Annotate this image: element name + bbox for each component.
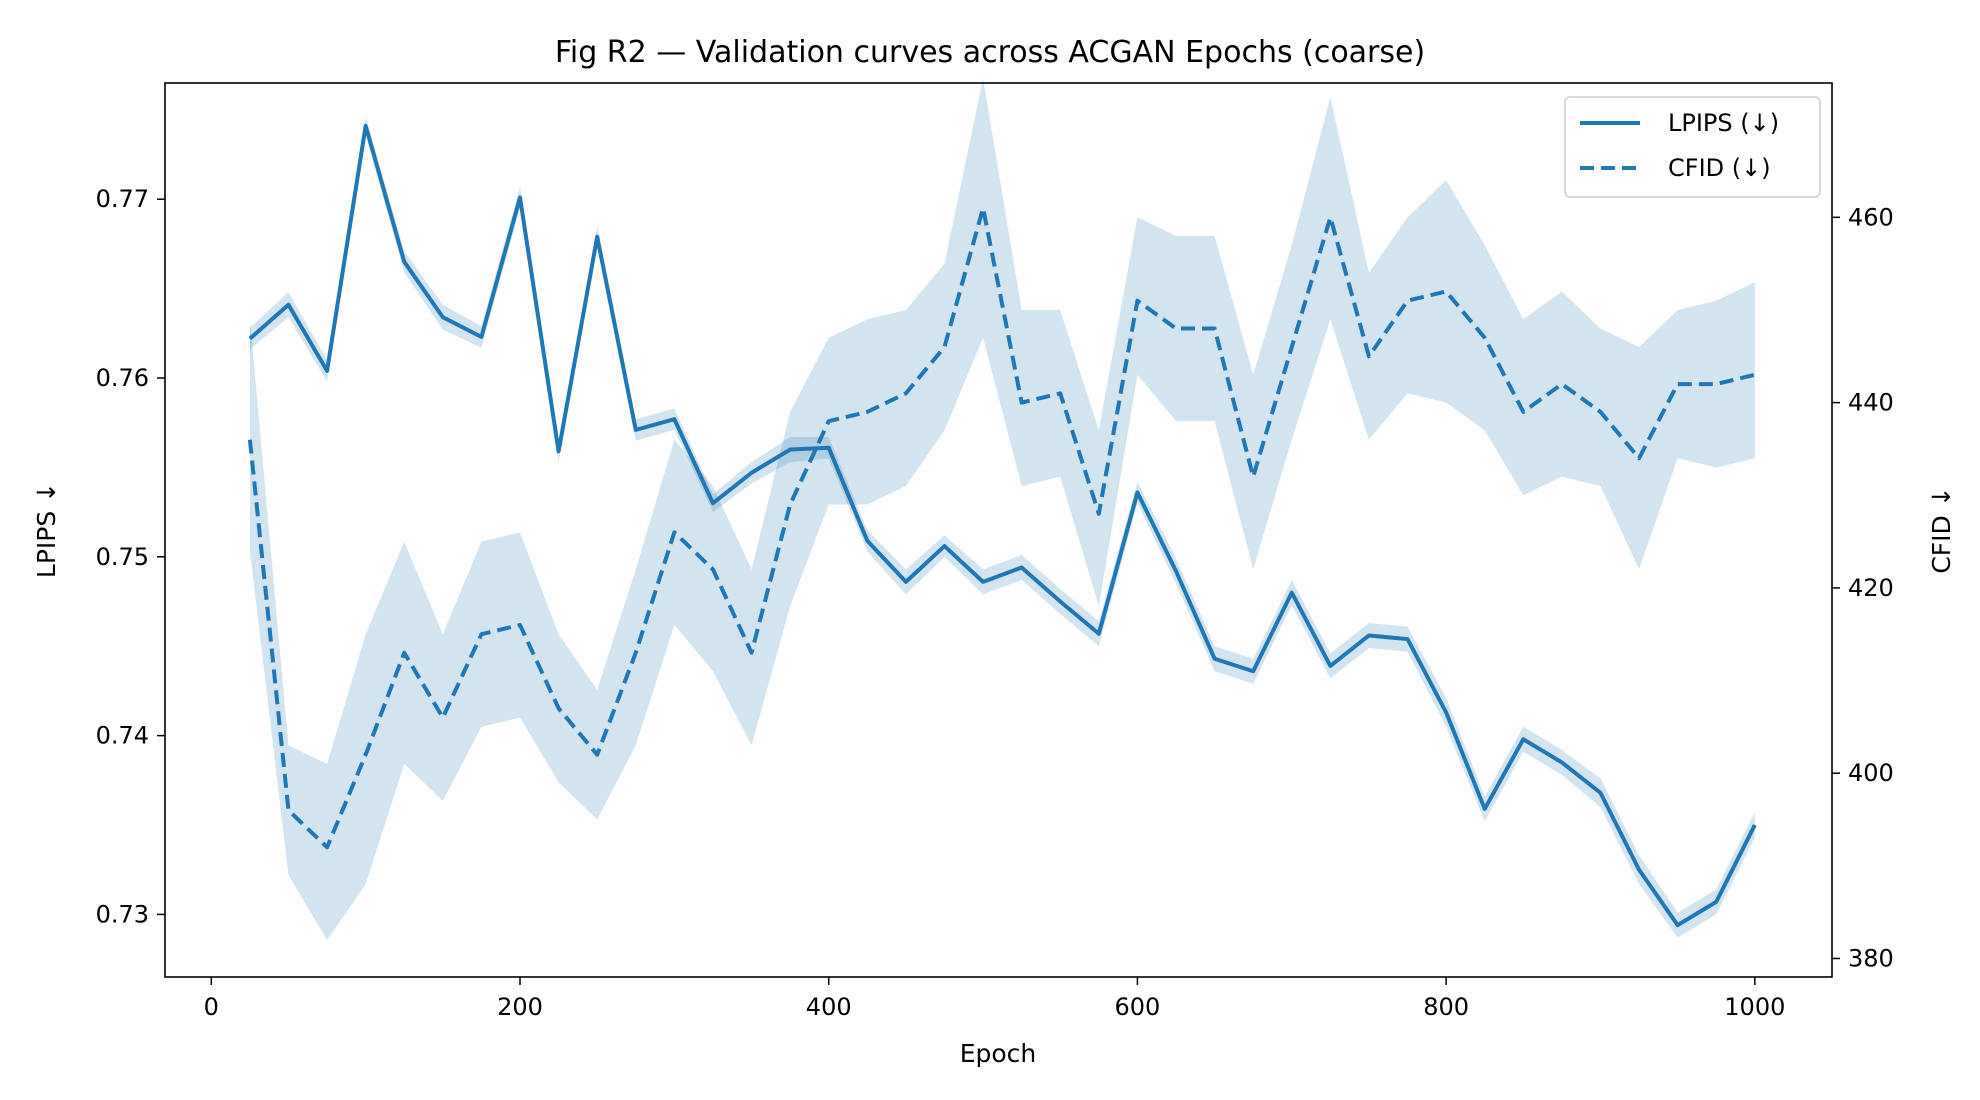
- y-tick-label-left: 0.75: [96, 543, 149, 571]
- y-tick-label-left: 0.74: [96, 722, 149, 750]
- y-axis-right-label: CFID ↓: [1927, 486, 1956, 573]
- chart-title: Fig R2 — Validation curves across ACGAN …: [555, 35, 1425, 70]
- x-axis-label: Epoch: [960, 1039, 1037, 1068]
- legend: LPIPS (↓) CFID (↓): [1565, 97, 1820, 197]
- y-tick-label-left: 0.77: [96, 185, 149, 213]
- y-tick-label-right: 380: [1848, 944, 1894, 972]
- x-tick-label: 200: [497, 993, 543, 1021]
- y-tick-label-left: 0.76: [96, 364, 149, 392]
- x-tick-label: 1000: [1724, 993, 1785, 1021]
- x-tick-label: 0: [204, 993, 219, 1021]
- legend-label-cfid: CFID (↓): [1668, 154, 1771, 182]
- y-tick-label-left: 0.73: [96, 900, 149, 928]
- y-tick-label-right: 400: [1848, 759, 1894, 787]
- x-tick-label: 400: [806, 993, 852, 1021]
- y-tick-label-right: 460: [1848, 203, 1894, 231]
- legend-label-lpips: LPIPS (↓): [1668, 109, 1779, 137]
- x-tick-label: 600: [1115, 993, 1161, 1021]
- y-tick-label-right: 440: [1848, 389, 1894, 417]
- y-axis-left-label: LPIPS ↓: [32, 482, 61, 578]
- y-tick-label-right: 420: [1848, 574, 1894, 602]
- x-tick-label: 800: [1423, 993, 1469, 1021]
